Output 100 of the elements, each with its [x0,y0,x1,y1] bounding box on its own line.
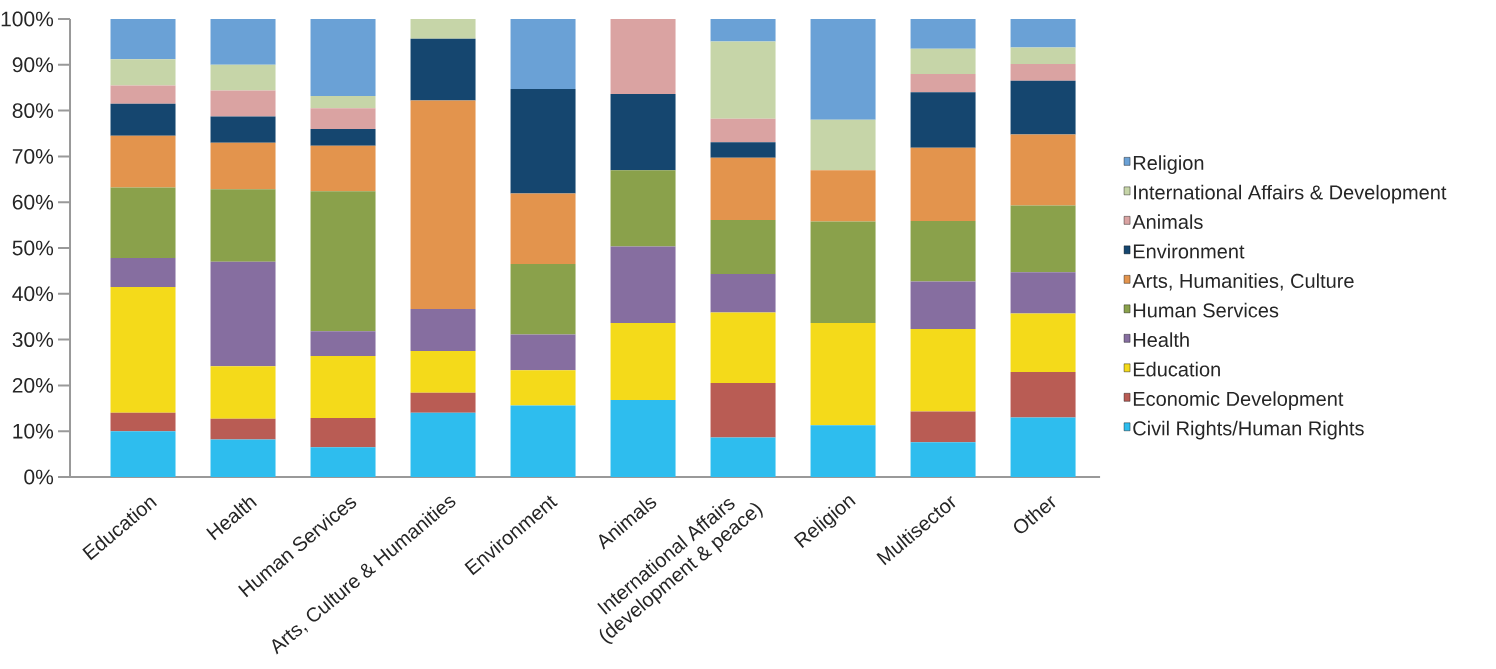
bar [610,170,676,247]
bar [210,142,276,190]
bar [710,157,776,221]
bar [510,193,576,265]
bar [210,418,276,440]
bar [510,264,576,335]
bar [1010,47,1076,64]
bar [910,48,976,74]
legend-label: Economic Development [1133,391,1344,410]
bar [110,286,176,413]
bar [110,103,176,136]
bar [910,73,976,93]
y-tick-label: 40% [12,286,54,302]
bar [610,400,676,477]
bar [1010,372,1076,418]
bar [1010,205,1076,273]
bar [110,412,176,432]
bar [910,147,976,221]
bar [410,351,476,393]
bar [410,100,476,309]
bar [110,59,176,86]
legend-label: International Affairs & Development [1134,184,1447,204]
bar [810,323,876,426]
legend-label: Health [1133,332,1189,347]
bar [310,18,376,96]
bar [710,312,776,384]
bar [710,41,776,119]
bar [710,220,776,275]
bar [710,142,776,158]
bar [810,170,876,222]
bar [410,392,476,413]
bar [210,439,276,477]
bar [310,128,376,146]
y-tick-label: 0% [24,469,54,485]
bar [310,417,376,448]
bar [1010,134,1076,206]
bar [910,220,976,282]
bar [1010,272,1076,314]
bar [810,18,876,120]
bar [110,431,176,477]
bar [610,323,676,401]
bar [210,189,276,262]
bar [210,261,276,367]
y-tick-label: 90% [12,57,54,73]
bar [310,356,376,418]
legend-label: Arts, Humanities, Culture [1132,273,1354,291]
bar [110,85,176,104]
bar [810,425,876,477]
y-tick-label: 10% [13,423,54,439]
bar [1010,417,1076,477]
y-tick-label: 20% [12,377,54,393]
bar [110,258,176,287]
bar [310,447,376,477]
bar [910,92,976,148]
y-tick-label: 80% [12,103,54,119]
legend-label: Environment [1133,243,1245,259]
bar [910,281,976,330]
bar [710,437,776,477]
legend-label: Animals [1132,214,1203,230]
bar [510,18,576,90]
bar [210,90,276,117]
bar [610,18,676,95]
bar [610,94,676,171]
bar [310,95,376,109]
bar [310,331,376,357]
bar [310,108,376,129]
y-tick-label: 70% [12,148,54,164]
bar [510,370,576,406]
legend-label: Religion [1133,155,1204,175]
bar [910,329,976,412]
bar [710,383,776,438]
bar [210,116,276,143]
bar [110,135,176,188]
bar [410,412,476,477]
bar [510,89,576,194]
bar [410,38,476,101]
bar [710,274,776,313]
legend-label: Education [1133,361,1220,377]
bar [310,145,376,192]
bar [1010,63,1076,81]
bar [610,246,676,324]
bar [110,18,176,60]
bar [710,118,776,143]
bar [410,308,476,352]
bar [510,405,576,477]
bar [810,221,876,324]
bar [210,64,276,91]
bar [810,119,876,171]
legend-label: Civil Rights/Human Rights [1133,420,1364,440]
bar [910,411,976,443]
y-tick-label: 60% [12,194,54,210]
y-tick-label: 50% [12,240,54,256]
bar [310,191,376,332]
bar [910,18,976,49]
bar [410,18,476,39]
bar [910,442,976,477]
bar [110,187,176,259]
bar [510,334,576,371]
bar [710,18,776,42]
bar [210,18,276,65]
